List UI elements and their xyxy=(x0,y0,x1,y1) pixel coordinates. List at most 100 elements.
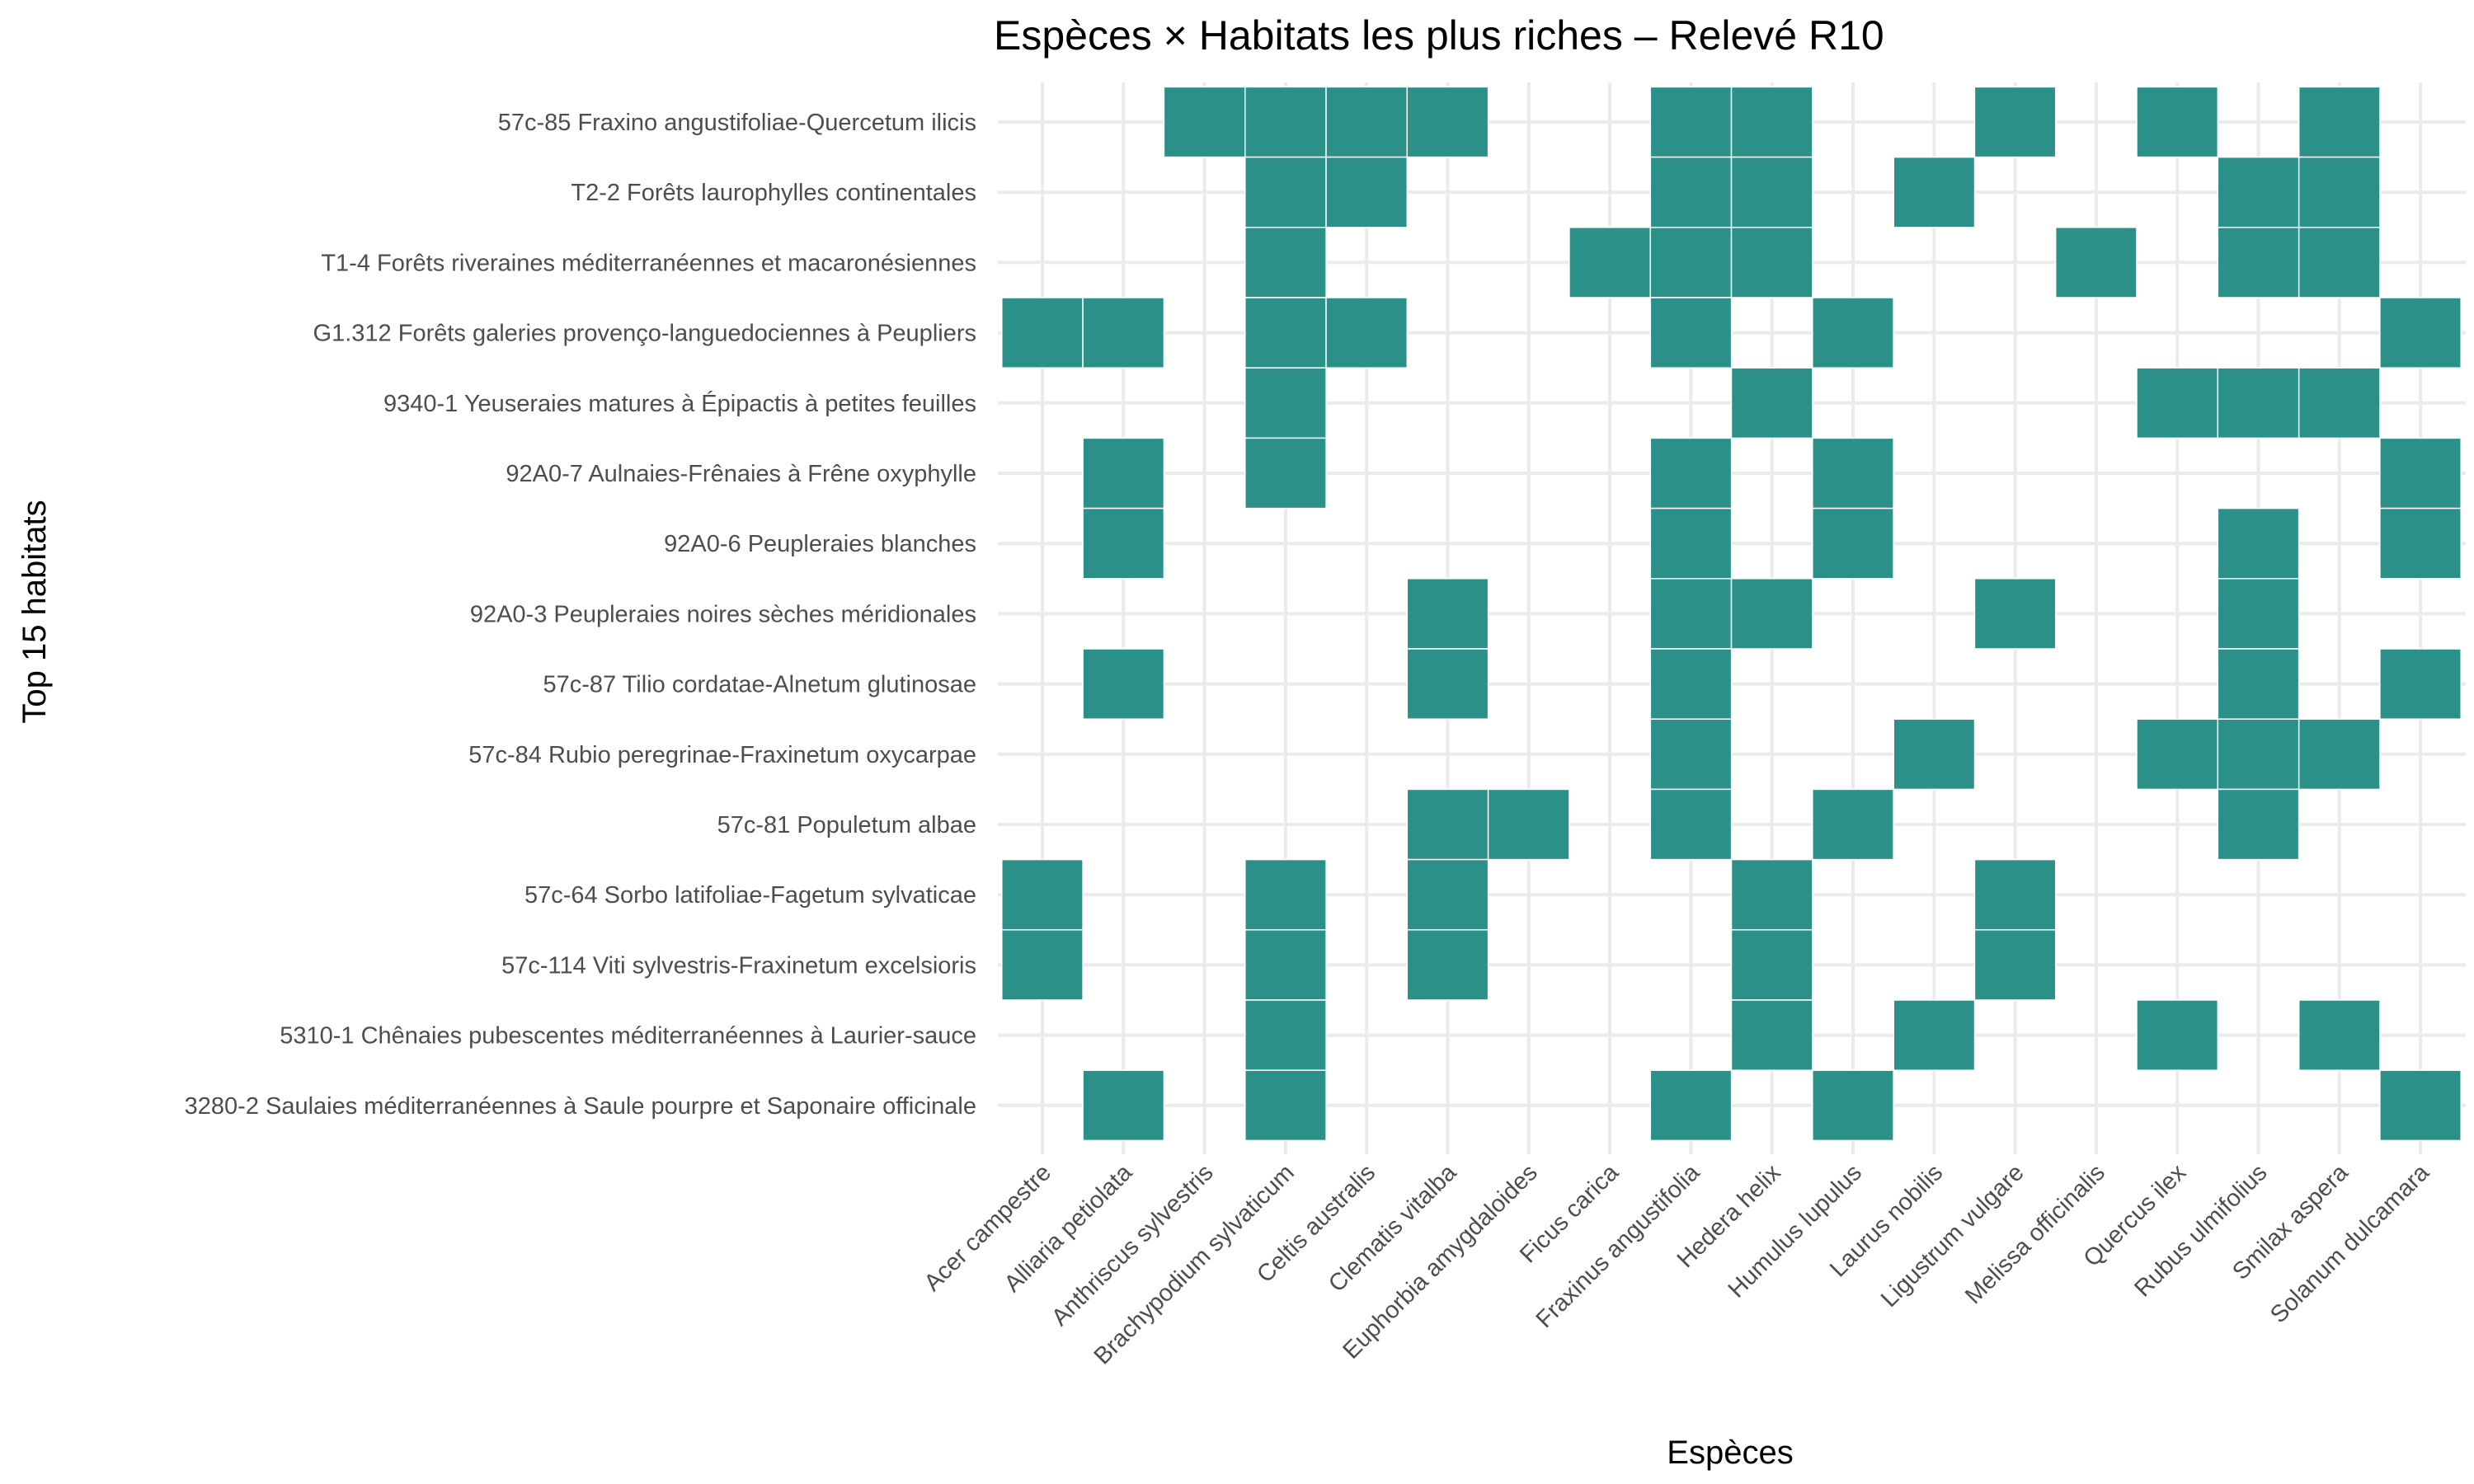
heatmap-cell xyxy=(2217,648,2300,720)
heatmap-cell xyxy=(1730,156,1813,228)
heatmap-cell xyxy=(1730,367,1813,439)
heatmap-cell xyxy=(2298,718,2381,791)
heatmap-cell xyxy=(1730,999,1813,1071)
heatmap-cell xyxy=(2379,1069,2462,1142)
heatmap-cell xyxy=(1244,297,1327,369)
x-tick-label: Melissa officinalis xyxy=(1960,1159,2110,1309)
heatmap-cell xyxy=(1001,297,1084,369)
heatmap-cell xyxy=(2217,507,2300,580)
heatmap-cell xyxy=(2217,367,2300,439)
heatmap-cell xyxy=(1244,929,1327,1001)
x-tick-label: Anthriscus sylvestris xyxy=(1047,1159,1218,1331)
heatmap-cell xyxy=(1649,507,1733,580)
heatmap-cell xyxy=(1325,86,1409,158)
heatmap-cell xyxy=(1649,1069,1733,1142)
heatmap-cells xyxy=(1001,86,2462,1142)
y-tick-label: T1-4 Forêts riveraines méditerranéennes … xyxy=(321,250,976,276)
y-tick-label: 92A0-7 Aulnaies-Frênaies à Frêne oxyphyl… xyxy=(506,461,976,487)
heatmap-cell xyxy=(1730,227,1813,298)
heatmap-cell xyxy=(1082,507,1165,580)
heatmap-cell xyxy=(2298,367,2381,439)
heatmap-cell xyxy=(2298,227,2381,298)
heatmap-cell xyxy=(1406,788,1489,861)
heatmap-cell xyxy=(1001,929,1084,1001)
heatmap-cell xyxy=(1244,858,1327,931)
heatmap-cell xyxy=(1406,858,1489,931)
heatmap-cell xyxy=(1649,156,1733,228)
heatmap-cell xyxy=(1649,297,1733,369)
heatmap-cell xyxy=(1082,648,1165,720)
y-tick-label: 57c-84 Rubio peregrinae-Fraxinetum oxyca… xyxy=(468,742,976,768)
heatmap-cell xyxy=(2379,507,2462,580)
heatmap-cell xyxy=(2298,999,2381,1071)
heatmap-cell xyxy=(1325,297,1409,369)
heatmap-cell xyxy=(1730,858,1813,931)
heatmap-cell xyxy=(1082,437,1165,510)
heatmap-cell xyxy=(1244,367,1327,439)
heatmap-cell xyxy=(1812,1069,1894,1142)
heatmap-cell xyxy=(2136,999,2219,1071)
heatmap-cell xyxy=(2379,648,2462,720)
y-tick-label: 57c-87 Tilio cordatae-Alnetum glutinosae xyxy=(543,672,976,698)
heatmap-cell xyxy=(2379,297,2462,369)
y-tick-label: 57c-64 Sorbo latifoliae-Fagetum sylvatic… xyxy=(524,882,976,909)
heatmap-cell xyxy=(1973,929,2057,1001)
heatmap-cell xyxy=(1569,227,1651,298)
heatmap-cell xyxy=(1893,718,1976,791)
heatmap-cell xyxy=(1406,86,1489,158)
y-tick-label: 57c-81 Populetum albae xyxy=(717,812,976,838)
heatmap-cell xyxy=(1649,648,1733,720)
y-tick-label: T2-2 Forêts laurophylles continentales xyxy=(571,180,976,206)
x-axis-title: Espèces xyxy=(1667,1435,1793,1471)
heatmap-cell xyxy=(2054,227,2138,298)
heatmap-cell xyxy=(2217,788,2300,861)
x-tick-label: Fraxinus angustifolia xyxy=(1531,1159,1705,1333)
heatmap-cell xyxy=(2217,578,2300,650)
y-tick-label: G1.312 Forêts galeries provenço-languedo… xyxy=(313,321,976,347)
heatmap-cell xyxy=(1812,437,1894,510)
x-tick-label: Solanum dulcamara xyxy=(2265,1159,2435,1329)
heatmap-cell xyxy=(1082,1069,1165,1142)
heatmap-cell xyxy=(1082,297,1165,369)
heatmap-cell xyxy=(1406,578,1489,650)
heatmap-cell xyxy=(2136,86,2219,158)
y-tick-label: 92A0-6 Peupleraies blanches xyxy=(664,531,976,557)
y-tick-label: 57c-85 Fraxino angustifoliae-Quercetum i… xyxy=(498,110,976,136)
heatmap-cell xyxy=(1001,858,1084,931)
heatmap-cell xyxy=(2379,437,2462,510)
heatmap-cell xyxy=(1487,788,1570,861)
heatmap-cell xyxy=(1730,578,1813,650)
heatmap-cell xyxy=(1244,1069,1327,1142)
heatmap-cell xyxy=(2136,718,2219,791)
y-tick-label: 5310-1 Chênaies pubescentes méditerranée… xyxy=(280,1023,976,1050)
heatmap-cell xyxy=(1163,86,1246,158)
heatmap-cell xyxy=(1973,858,2057,931)
y-tick-labels: 57c-85 Fraxino angustifoliae-Quercetum i… xyxy=(185,110,976,1120)
y-tick-label: 9340-1 Yeuseraies matures à Épipactis à … xyxy=(383,390,976,417)
heatmap-cell xyxy=(1649,227,1733,298)
chart-title: Espèces × Habitats les plus riches – Rel… xyxy=(994,12,1884,59)
heatmap-cell xyxy=(1244,156,1327,228)
y-tick-label: 57c-114 Viti sylvestris-Fraxinetum excel… xyxy=(501,952,976,979)
heatmap-cell xyxy=(2217,227,2300,298)
heatmap-cell xyxy=(2298,156,2381,228)
heatmap-cell xyxy=(1812,297,1894,369)
heatmap-cell xyxy=(2217,718,2300,791)
heatmap-cell xyxy=(1893,999,1976,1071)
heatmap-cell xyxy=(1730,929,1813,1001)
heatmap-cell xyxy=(1973,86,2057,158)
heatmap-cell xyxy=(2217,156,2300,228)
heatmap-cell xyxy=(1649,578,1733,650)
x-tick-label: Ligustrum vulgare xyxy=(1876,1159,2030,1313)
heatmap-cell xyxy=(2136,367,2219,439)
heatmap-cell xyxy=(1244,86,1327,158)
heatmap-cell xyxy=(1406,648,1489,720)
heatmap-cell xyxy=(1649,86,1733,158)
heatmap-cell xyxy=(1812,507,1894,580)
heatmap-cell xyxy=(1406,929,1489,1001)
heatmap-cell xyxy=(1973,578,2057,650)
heatmap-cell xyxy=(2298,86,2381,158)
heatmap-cell xyxy=(1649,718,1733,791)
